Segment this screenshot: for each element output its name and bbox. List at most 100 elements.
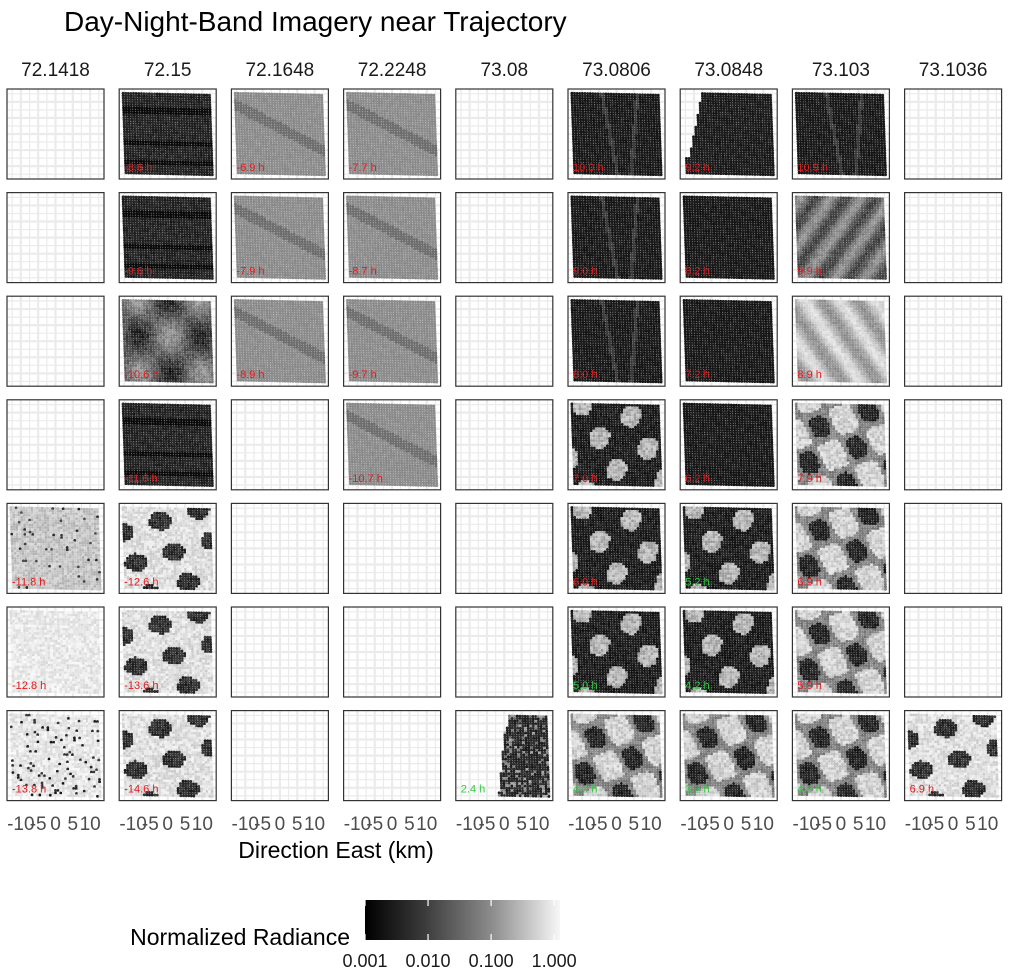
facet-strip-label: 72.1418 — [21, 60, 90, 81]
facet-panel: 7.0 h — [568, 400, 665, 490]
panel-time-label: -14.6 h — [124, 784, 158, 796]
facet-panel: -9.7 h — [344, 296, 441, 386]
x-tick-label: -5 — [703, 814, 720, 835]
facet-panel — [456, 400, 553, 490]
x-tick-label: 10 — [865, 814, 886, 835]
facet-strip-label: 73.08 — [481, 60, 529, 81]
facet-panel: -14.6 h — [119, 711, 216, 801]
facet-panels: -8.6 h -6.9 h -7.7 h 10.0 h 9.2 h 10.9 h-9.6 … — [7, 89, 1002, 801]
facet-panel — [905, 193, 1002, 283]
panel-time-label: 7.2 h — [685, 369, 709, 381]
facet-panel: -9.6 h — [119, 193, 216, 283]
facet-panel: -12.6 h — [119, 503, 216, 593]
x-tick-label: 5 — [965, 814, 976, 835]
facet-panel — [344, 503, 441, 593]
x-axis-ticks: -10-5 0 5 10 -10-5 0 5 10 -10-5 0 5 10 -10-5 0 5 10 -10-… — [7, 814, 998, 835]
panel-time-label: 7.0 h — [573, 473, 597, 485]
facet-panel — [905, 503, 1002, 593]
legend-title: Normalized Radiance — [130, 924, 350, 950]
facet-strip-label: 72.2248 — [358, 60, 427, 81]
facet-panel — [231, 400, 328, 490]
facet-panel — [7, 89, 104, 179]
facet-panel — [7, 400, 104, 490]
panel-time-label: -8.7 h — [349, 266, 377, 278]
x-tick-label: -5 — [254, 814, 271, 835]
facet-strips: 72.1418 72.15 72.1648 72.2248 73.08 73.0806 73… — [21, 60, 987, 81]
panel-time-label: 6.2 h — [685, 473, 709, 485]
facet-panel: 6.9 h — [792, 503, 889, 593]
panel-time-label: 9.2 h — [685, 162, 709, 174]
facet-panel: -13.6 h — [119, 607, 216, 697]
facet-panel — [456, 193, 553, 283]
facet-panel: 5.0 h — [568, 607, 665, 697]
panel-time-label: 5.9 h — [797, 680, 821, 692]
x-tick-label: 10 — [304, 814, 325, 835]
x-tick-label: -5 — [591, 814, 608, 835]
facet-panel: 9.9 h — [792, 193, 889, 283]
panel-time-label: -13.6 h — [124, 680, 158, 692]
x-tick-label: 5 — [741, 814, 752, 835]
legend: Normalized Radiance 0.001 0.010 0.100 1.000 — [130, 900, 577, 971]
facet-panel: 3.2 h — [680, 711, 777, 801]
facet-panel — [456, 607, 553, 697]
facet-strip-label: 73.0806 — [582, 60, 651, 81]
facet-panel: 7.9 h — [792, 400, 889, 490]
x-tick-label: 5 — [516, 814, 527, 835]
x-tick-label: 0 — [723, 814, 734, 835]
panel-time-label: 2.4 h — [461, 784, 485, 796]
x-tick-label: 0 — [50, 814, 61, 835]
facet-panel — [905, 89, 1002, 179]
facet-panel: -12.8 h — [7, 607, 104, 697]
panel-time-label: -7.9 h — [236, 266, 264, 278]
facet-strip-label: 73.1036 — [919, 60, 988, 81]
x-tick-label: -5 — [142, 814, 159, 835]
facet-panel — [344, 711, 441, 801]
panel-time-label: 8.0 h — [573, 369, 597, 381]
panel-time-label: 6.9 h — [797, 576, 821, 588]
panel-time-label: -13.8 h — [12, 784, 46, 796]
x-tick-label: 0 — [387, 814, 398, 835]
facet-panel: -7.9 h — [231, 193, 328, 283]
facet-panel — [456, 296, 553, 386]
facet-panel — [231, 711, 328, 801]
facet-panel — [231, 503, 328, 593]
facet-panel: 4.9 h — [792, 711, 889, 801]
facet-panel: 2.4 h — [456, 711, 553, 801]
panel-time-label: -10.6 h — [124, 369, 158, 381]
facet-panel — [344, 607, 441, 697]
facet-panel: 8.9 h — [792, 296, 889, 386]
panel-time-label: 4.0 h — [573, 784, 597, 796]
facet-panel: 4.2 h — [680, 607, 777, 697]
facet-panel: 9.0 h — [568, 193, 665, 283]
facet-panel: -8.7 h — [344, 193, 441, 283]
panel-time-label: -12.8 h — [12, 680, 46, 692]
panel-time-label: 5.2 h — [685, 576, 709, 588]
x-tick-label: 10 — [528, 814, 549, 835]
facet-panel: 10.9 h — [792, 89, 889, 179]
x-tick-label: 10 — [641, 814, 662, 835]
panel-time-label: -8.9 h — [236, 369, 264, 381]
panel-time-label: 4.9 h — [797, 784, 821, 796]
x-axis-label: Direction East (km) — [238, 837, 434, 863]
x-tick-label: 10 — [977, 814, 998, 835]
facet-panel: -7.7 h — [344, 89, 441, 179]
panel-time-label: -8.6 h — [124, 162, 152, 174]
panel-time-label: 10.0 h — [573, 162, 604, 174]
x-tick-label: 10 — [753, 814, 774, 835]
x-tick-label: -5 — [366, 814, 383, 835]
x-tick-label: -5 — [30, 814, 47, 835]
x-tick-label: -5 — [479, 814, 496, 835]
chart-title: Day-Night-Band Imagery near Trajectory — [64, 6, 567, 37]
facet-panel: -10.6 h — [119, 296, 216, 386]
facet-strip-label: 73.103 — [812, 60, 870, 81]
facet-panel — [231, 607, 328, 697]
panel-time-label: -11.8 h — [12, 576, 45, 588]
panel-time-label: 6.9 h — [910, 784, 934, 796]
facet-panel: -8.6 h — [119, 89, 216, 179]
panel-time-label: 9.9 h — [797, 266, 821, 278]
x-tick-label: 10 — [416, 814, 437, 835]
facet-panel: 9.2 h — [680, 89, 777, 179]
legend-colorbar — [365, 900, 560, 940]
panel-time-label: 6.0 h — [573, 576, 597, 588]
panel-time-label: 8.2 h — [685, 266, 709, 278]
